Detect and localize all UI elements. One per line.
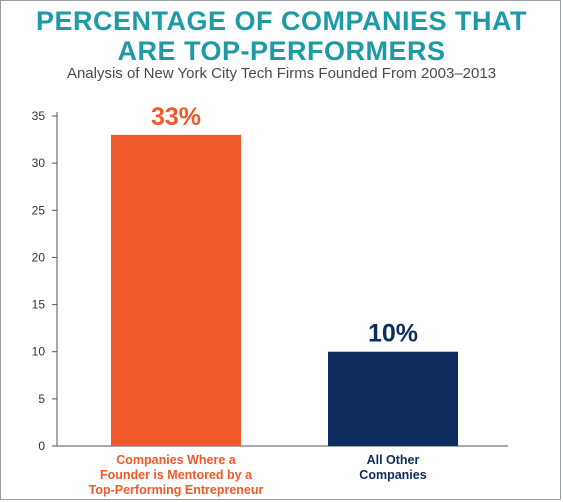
category-label: Founder is Mentored by a	[100, 468, 253, 482]
y-tick-label: 20	[32, 250, 46, 264]
chart-subtitle: Analysis of New York City Tech Firms Fou…	[66, 65, 497, 82]
y-tick-label: 10	[32, 345, 46, 359]
y-tick-label: 25	[32, 203, 46, 217]
category-label: Companies Where a	[116, 453, 237, 467]
category-label: Top-Performing Entrepreneur	[89, 483, 264, 497]
bar	[328, 351, 458, 446]
category-label: All Other	[367, 453, 420, 467]
y-tick-label: 30	[32, 156, 46, 170]
y-tick-label: 35	[32, 109, 46, 123]
bar	[111, 134, 241, 446]
chart-title-line-1: PERCENTAGE OF COMPANIES THAT	[35, 6, 527, 36]
category-label: Companies	[359, 468, 426, 482]
y-tick-label: 0	[38, 439, 45, 453]
bar-data-label: 10%	[368, 320, 418, 348]
y-tick-label: 15	[32, 298, 46, 312]
bar-data-label: 33%	[151, 103, 201, 131]
y-tick-label: 5	[38, 392, 45, 406]
chart-title-line-2: ARE TOP-PERFORMERS	[117, 36, 446, 66]
